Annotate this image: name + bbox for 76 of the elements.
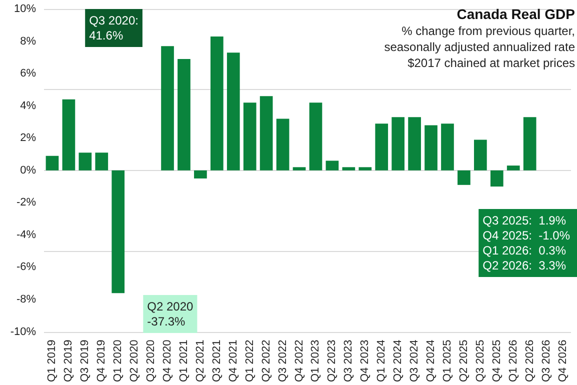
x-tick-label: Q4 2020 — [162, 340, 174, 382]
bar — [358, 167, 372, 170]
x-tick-label: Q1 2026 — [507, 340, 520, 382]
x-tick-label: Q4 2023 — [359, 340, 372, 382]
bar — [506, 166, 520, 170]
bar — [342, 167, 356, 170]
x-tick-label: Q1 2019 — [46, 340, 58, 382]
x-tick-label: Q1 2020 — [112, 340, 124, 382]
y-tick-label: 4% — [20, 100, 36, 112]
bar — [441, 124, 454, 170]
x-tick-label: Q3 2022 — [276, 340, 289, 382]
y-tick-label: 2% — [20, 132, 36, 144]
bar — [178, 59, 190, 170]
bar — [474, 140, 487, 170]
y-tick-label: -4% — [16, 228, 36, 241]
bar — [408, 117, 421, 170]
bar — [375, 124, 388, 170]
x-tick-label: Q4 2026 — [556, 340, 569, 382]
y-tick-label: -8% — [16, 294, 36, 306]
bar — [210, 36, 224, 170]
bar — [226, 52, 240, 170]
x-tick-label: Q4 2025 — [490, 340, 503, 382]
y-tick-label: 8% — [20, 35, 36, 48]
bar — [276, 118, 290, 170]
x-tick-label: Q3 2020 — [145, 340, 158, 382]
annotation: Q3 2020: 41.6% — [89, 14, 138, 42]
y-tick-label: -6% — [16, 261, 36, 274]
y-tick-label: 10% — [14, 3, 36, 15]
chart-title: Canada Real GDP — [456, 6, 575, 22]
bar — [260, 96, 273, 170]
x-tick-label: Q3 2021 — [210, 340, 223, 382]
x-tick-label: Q4 2021 — [227, 340, 240, 382]
x-tick-label: Q4 2019 — [96, 340, 108, 382]
bar — [62, 99, 76, 170]
y-tick-label: 6% — [20, 68, 36, 80]
x-tick-label: Q3 2024 — [408, 340, 421, 382]
bar — [523, 117, 536, 170]
x-tick-label: Q4 2024 — [425, 340, 438, 382]
y-tick-label: -10% — [10, 326, 36, 338]
annotation: Q2 2020 -37.3% — [147, 300, 194, 328]
bar — [46, 156, 59, 170]
bar — [95, 152, 108, 170]
x-tick-label: Q3 2025 — [474, 340, 486, 382]
y-tick-label: 0% — [20, 164, 36, 176]
text: % change from previous quarter, seasonally adjusted annualized rate $2017 chained at market prices — [384, 24, 576, 70]
x-tick-label: Q2 2019 — [62, 340, 75, 382]
bar — [78, 152, 92, 170]
x-tick-label: Q4 2022 — [293, 340, 306, 382]
x-tick-label: Q1 2022 — [244, 340, 256, 382]
bar — [458, 170, 470, 185]
x-tick-label: Q2 2025 — [458, 340, 470, 382]
x-tick-label: Q3 2026 — [540, 340, 552, 382]
x-tick-label: Q2 2020 — [128, 340, 141, 382]
y-tick-label: -2% — [16, 196, 36, 209]
x-tick-label: Q3 2019 — [79, 340, 92, 382]
bar — [490, 170, 504, 187]
x-tick-label: Q2 2024 — [392, 340, 404, 382]
bar — [326, 160, 339, 170]
bar — [309, 102, 322, 170]
x-tick-label: Q1 2023 — [310, 340, 322, 382]
bar — [392, 117, 404, 170]
x-tick-label: Q2 2022 — [260, 340, 272, 382]
x-tick-label: Q1 2024 — [376, 340, 388, 382]
annotation: Q3 2025: 1.9% Q4 2025: -1.0% Q1 2026: 0.3% Q2 2026: 3.3% — [482, 214, 570, 272]
x-tick-label: Q2 2023 — [326, 340, 338, 382]
x-tick-label: Q1 2021 — [178, 340, 190, 382]
bar — [112, 170, 125, 294]
bar — [292, 167, 306, 170]
x-tick-label: Q2 2026 — [524, 340, 536, 382]
bar — [243, 102, 256, 170]
x-tick-label: Q2 2021 — [194, 340, 206, 382]
bar — [424, 125, 438, 170]
bar — [194, 170, 207, 178]
bar — [161, 46, 174, 170]
x-tick-label: Q1 2025 — [441, 340, 454, 382]
x-tick-label: Q3 2023 — [342, 340, 355, 382]
